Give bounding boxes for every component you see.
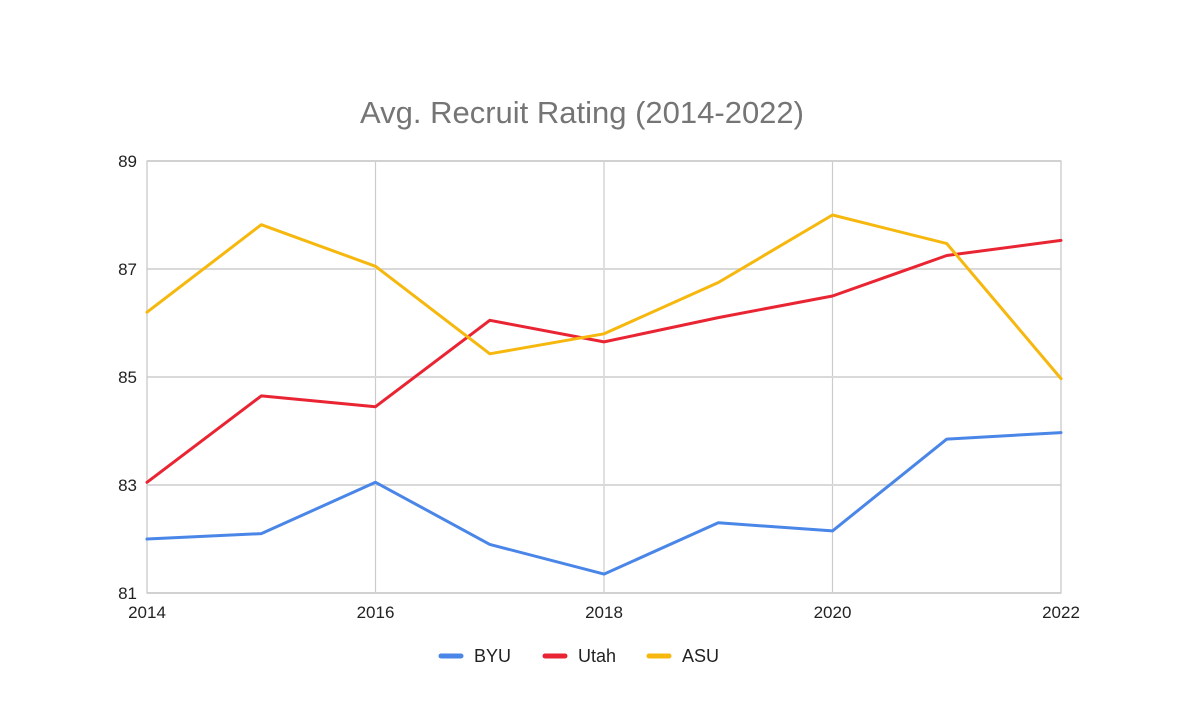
series-line-asu [145, 213, 1063, 381]
legend-label-byu: BYU [474, 646, 511, 666]
y-tick-label: 85 [118, 368, 137, 387]
y-tick-label: 83 [118, 476, 137, 495]
series-line-byu [145, 431, 1063, 576]
x-tick-label: 2020 [814, 603, 852, 622]
legend-label-asu: ASU [682, 646, 719, 666]
y-tick-label: 89 [118, 152, 137, 171]
x-tick-label: 2018 [585, 603, 623, 622]
series-lines [145, 213, 1063, 576]
axis-labels: 2014 2016 2018 2020 2022 81 83 85 87 89 [118, 152, 1080, 622]
legend-label-utah: Utah [578, 646, 616, 666]
x-tick-label: 2022 [1042, 603, 1080, 622]
legend: BYU Utah ASU [438, 646, 719, 666]
x-tick-label: 2014 [128, 603, 166, 622]
chart-title: Avg. Recruit Rating (2014-2022) [360, 95, 804, 130]
series-line-utah [145, 238, 1063, 484]
grid [146, 160, 1062, 594]
x-tick-label: 2016 [357, 603, 395, 622]
y-tick-label: 81 [118, 584, 137, 603]
y-tick-label: 87 [118, 260, 137, 279]
